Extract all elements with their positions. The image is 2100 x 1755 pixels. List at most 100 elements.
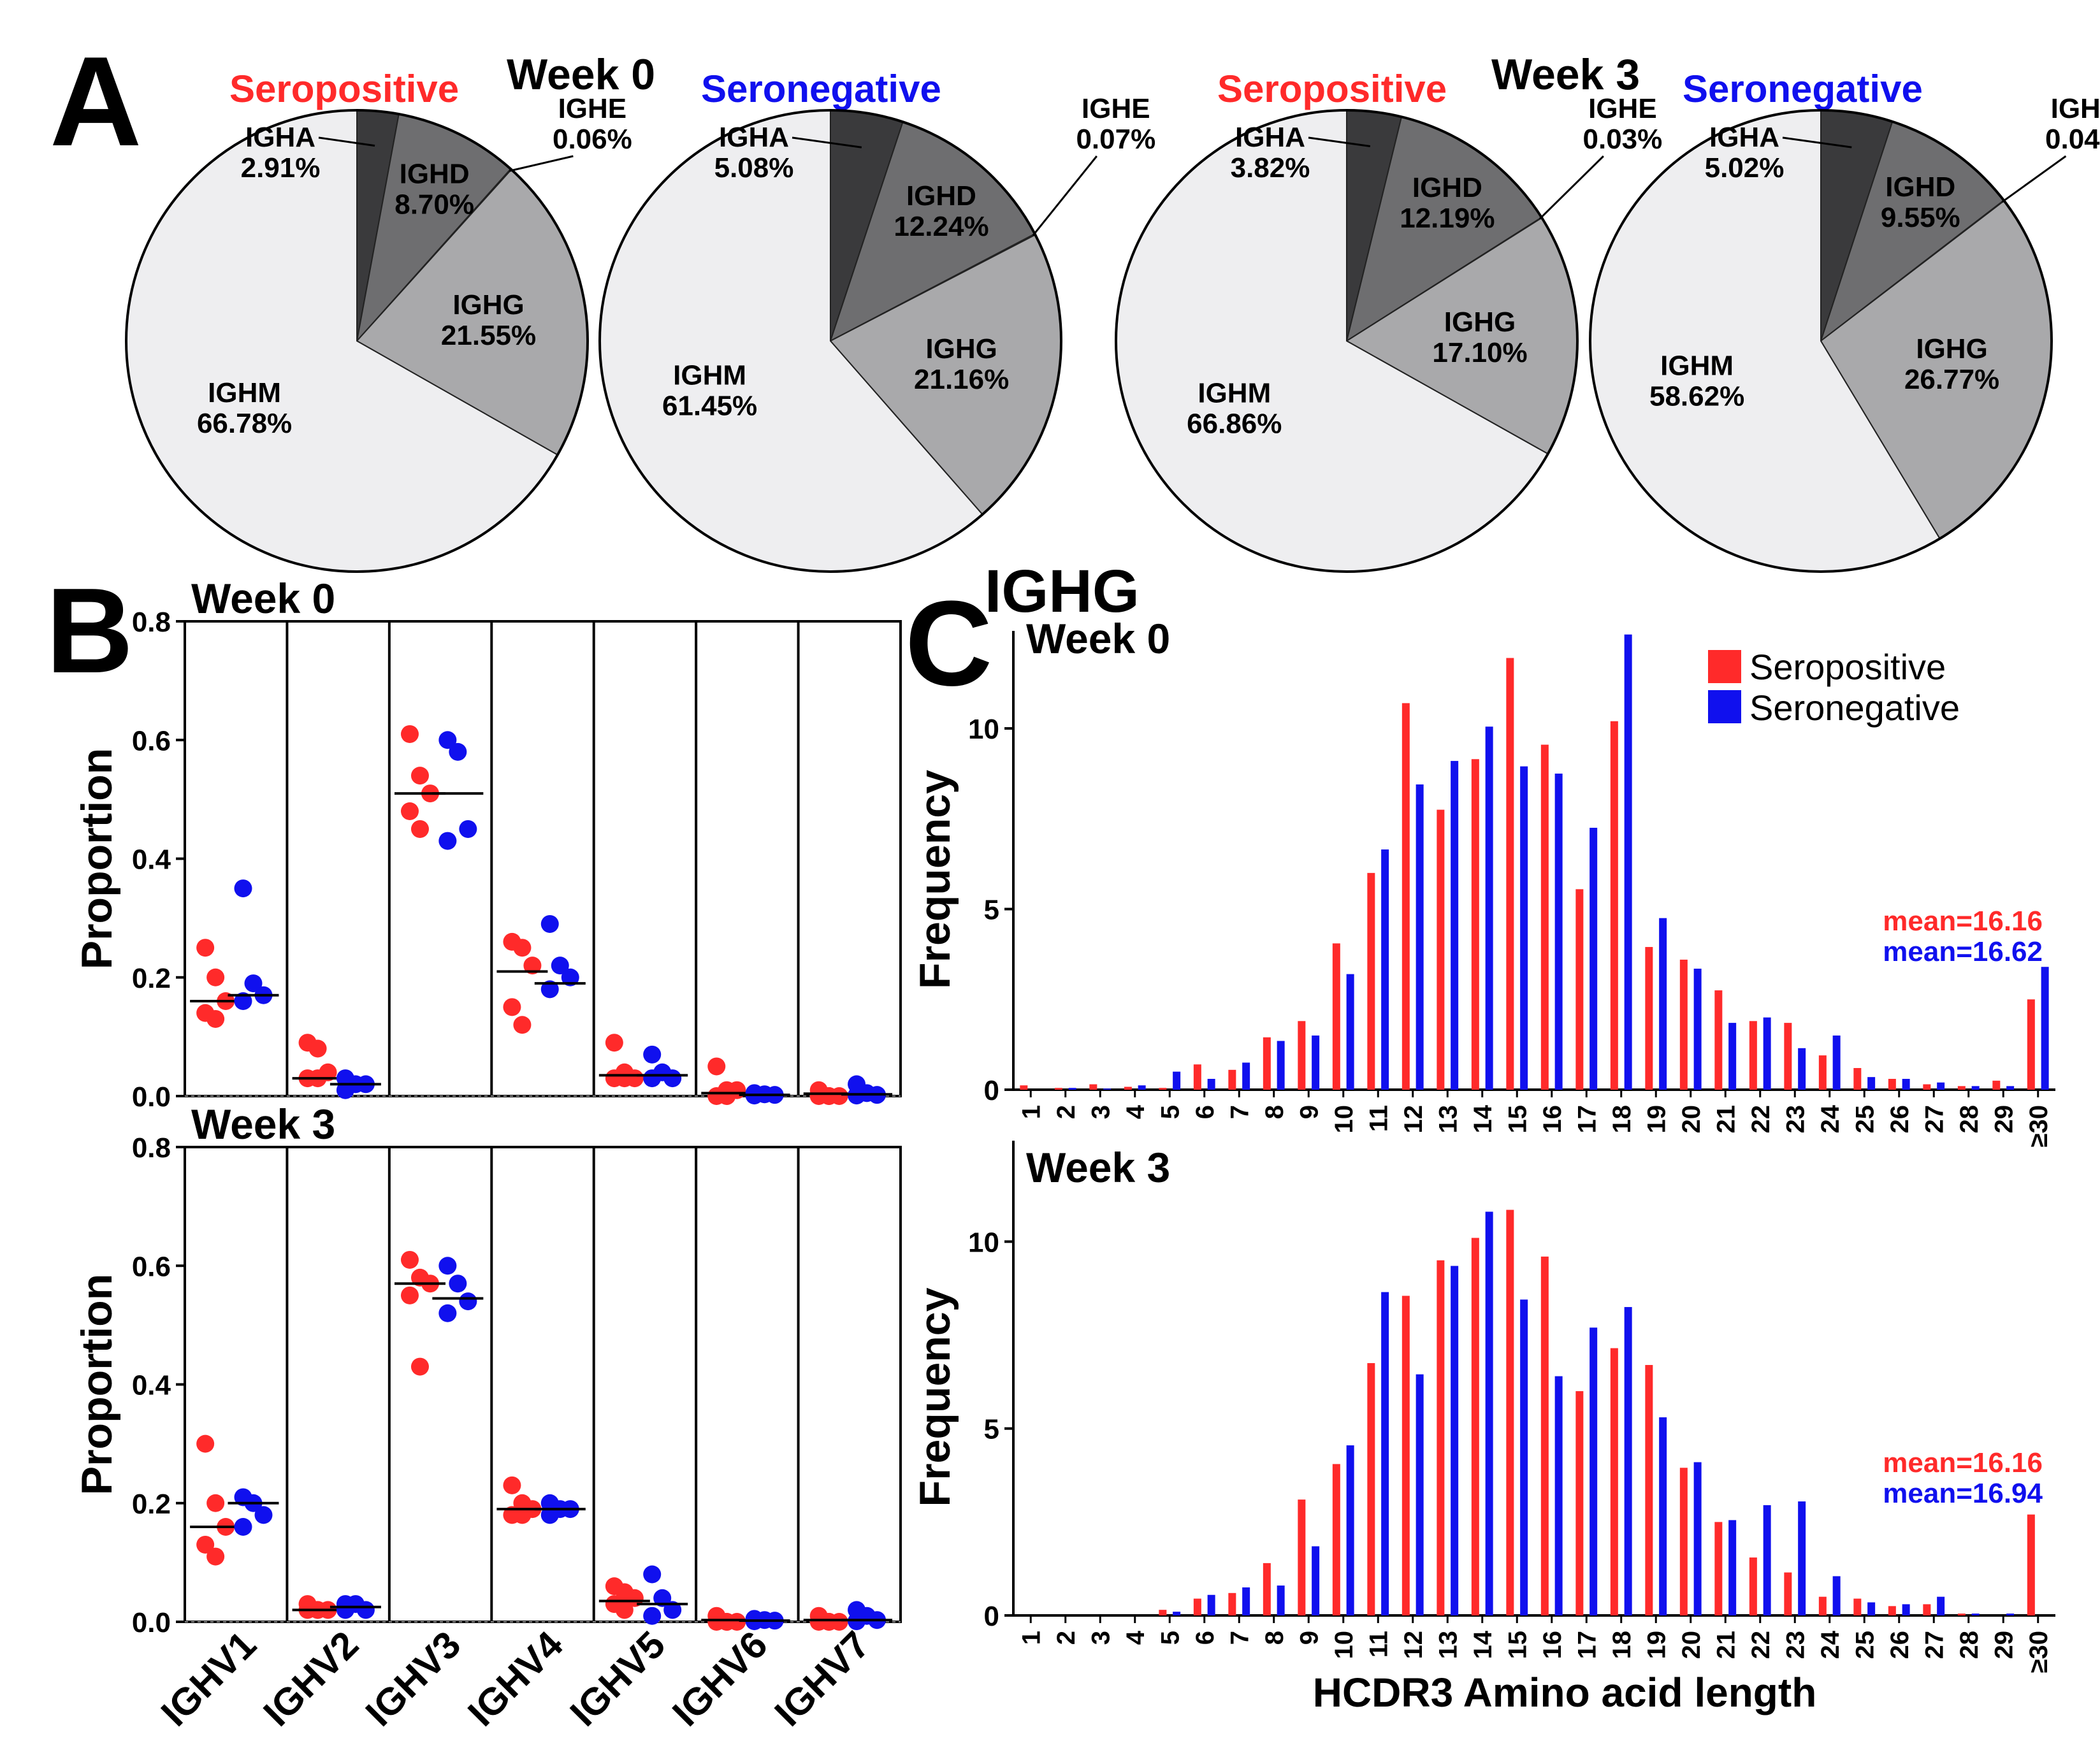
data-point [356,1601,375,1619]
mean-label: mean=16.62 [1883,936,2043,967]
pie-value-ighm: 66.78% [197,408,292,439]
x-tick-label: 12 [1400,1631,1428,1659]
bar [1693,969,1702,1090]
pie-label-ighm: IGHM [1198,377,1271,408]
data-point [254,1506,273,1524]
x-tick-label: 22 [1747,1105,1775,1134]
bar [1867,1077,1876,1090]
bar [1957,1086,1966,1090]
pie-label-ighd: IGHD [400,159,470,190]
bar [1714,1522,1723,1615]
x-tick-label: 14 [1469,1630,1497,1659]
bar [1923,1084,1931,1090]
bar [1367,1363,1375,1615]
x-tick-label: 15 [1503,1631,1532,1659]
bar [1798,1048,1806,1090]
bar [1554,773,1563,1090]
pie-label-ighm: IGHM [208,377,281,408]
data-point [707,1057,726,1076]
pie-label-ighg: IGHG [453,289,524,321]
data-point [643,1069,662,1088]
pie-leader-ighe [2001,155,2067,203]
x-tick-label: 17 [1573,1631,1601,1659]
x-tick-label: 13 [1434,1105,1462,1134]
bar [1332,1464,1340,1615]
bar [1416,784,1424,1090]
data-point [410,1357,429,1376]
data-point [336,1601,354,1619]
mean-label: mean=16.16 [1883,906,2043,937]
x-tick-label: 25 [1851,1105,1879,1134]
x-tick-label: 6 [1191,1631,1219,1645]
x-tick-label: 12 [1400,1105,1428,1134]
data-point [400,802,419,820]
data-point [459,1292,477,1311]
mean-label: mean=16.16 [1883,1447,2043,1478]
data-point [820,1087,838,1105]
x-tick-label: 4 [1122,1630,1150,1645]
x-tick-label: 10 [1330,1631,1358,1659]
pie-leader-ighe [1539,155,1604,220]
data-point [625,1589,644,1607]
bar [1451,1266,1459,1615]
pie-label-ighd: IGHD [1412,172,1482,203]
pie-value-ighg: 21.55% [441,320,536,351]
panel-c-title: IGHG [985,558,1140,625]
bar [1506,1210,1514,1615]
x-tick-label: 28 [1955,1631,1983,1659]
data-point [438,731,457,749]
x-tick-label: 26 [1886,1631,1914,1659]
bar [1589,1327,1598,1615]
data-point [234,879,252,898]
pie-label-ighe: IGHE [2051,93,2100,124]
bar [1784,1572,1792,1615]
x-tick-label: 16 [1539,1105,1567,1134]
y-tick-label: 0.4 [132,844,171,876]
data-point [643,1607,662,1625]
bar [1957,1614,1966,1615]
bar [1124,1087,1132,1090]
panel-a-pies: IGHM66.78%IGHG21.55%IGHD8.70%IGHA2.91%IG… [125,93,2100,573]
bar [1485,1211,1493,1615]
pie-label-ighe: IGHE [1082,93,1150,124]
x-tick-label: 29 [1990,1631,2018,1659]
pie-outline [125,109,589,573]
x-tick-label: 19 [1642,1631,1670,1659]
pie-outline [598,109,1062,573]
y-axis-label: Frequency [911,1287,959,1506]
bar [1763,1505,1771,1615]
data-point [400,725,419,743]
data-point [551,957,569,975]
bar [1193,1598,1201,1615]
bar [1749,1021,1757,1090]
x-tick-label: 5 [1156,1105,1184,1119]
x-tick-label: 24 [1816,1104,1844,1133]
bar [1381,1292,1389,1615]
bar [1853,1598,1862,1615]
bar [1485,726,1493,1090]
bar [1763,1017,1771,1090]
pie-value-igha: 2.91% [241,152,321,184]
pie-label-ighg: IGHG [1916,333,1987,365]
pie-leader-igha [1308,136,1371,147]
x-tick-label: 22 [1747,1631,1775,1659]
bar [1971,1086,1980,1090]
bar [1068,1088,1076,1090]
data-point [244,974,263,993]
bar [1575,889,1584,1090]
bar [1992,1080,2001,1090]
x-tick-label: 21 [1712,1105,1740,1134]
pie-value-igha: 5.08% [714,152,794,184]
data-point [523,957,542,975]
data-point [400,1250,419,1269]
x-tick-label: 1 [1017,1105,1045,1119]
bar [1173,1071,1181,1090]
x-tick-label: 29 [1990,1105,2018,1134]
bar [1624,1307,1632,1615]
bar [1937,1082,1945,1090]
bar [1346,1445,1354,1615]
x-tick-label: ≥30 [2025,1631,2053,1673]
